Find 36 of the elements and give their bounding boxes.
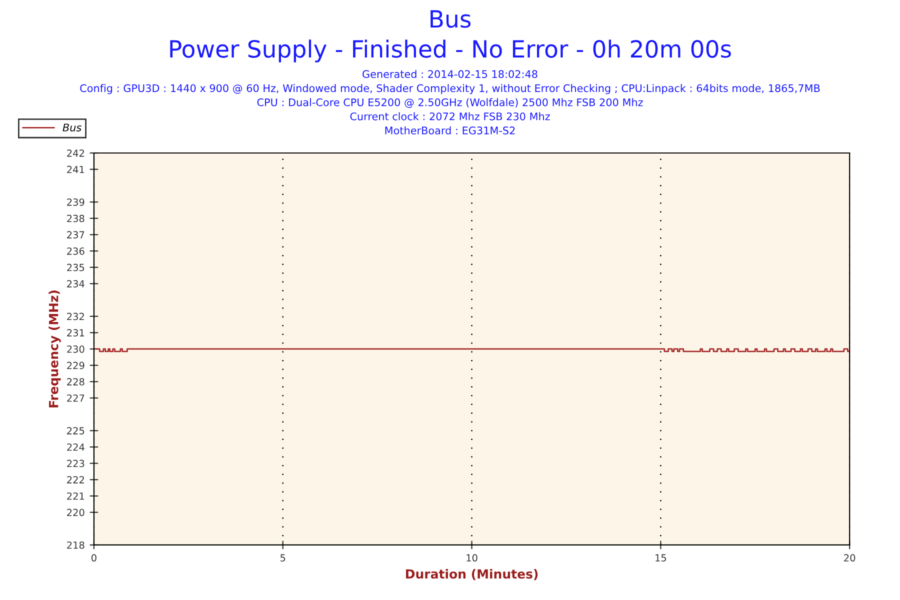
y-axis-title: Frequency (MHz) (48, 290, 61, 408)
text: CPU : Dual-Core CPU E5200 @ 2.50GHz (Wolfdale) 2500 Mhz FSB 200 Mhz (257, 98, 643, 108)
legend-label: Bus (62, 124, 82, 132)
x-tick-label: 15 (656, 554, 666, 562)
y-tick-label: 225 (67, 427, 84, 434)
chart-subtitle: Power Supply - Finished - No Error - 0h 20m 00s (170, 40, 731, 62)
y-tick-label: 220 (67, 508, 84, 516)
y-tick-label: 229 (67, 362, 84, 370)
y-tick-label: 231 (67, 329, 84, 336)
y-tick-label: 227 (67, 394, 84, 402)
chart-title: Bus (430, 10, 471, 28)
y-tick-label: 234 (67, 280, 84, 288)
y-tick-label: 241 (67, 166, 84, 174)
y-tick-label: 232 (67, 312, 84, 320)
x-axis-title: Duration (Minutes) (406, 568, 538, 580)
y-tick-label: 222 (67, 476, 84, 484)
y-tick-label: 228 (67, 378, 84, 386)
text: Current clock : 2072 Mhz FSB 230 Mhz (350, 112, 550, 120)
text: Config : GPU3D : 1440 x 900 @ 60 Hz, Windowed mode, Shader Complexity 1, without Error Checking ; CPU:Linpack : 64bits mode, 1865,7MB (80, 84, 820, 94)
x-tick-label: 20 (844, 554, 856, 562)
y-tick-label: 223 (67, 460, 84, 468)
x-tick-label: 5 (280, 554, 286, 562)
text: Generated : 2014-02-15 18:02:48 (362, 70, 538, 78)
text: MotherBoard : EG31M-S2 (385, 126, 515, 134)
y-tick-label: 221 (67, 492, 84, 500)
y-tick-label: 230 (67, 345, 84, 353)
y-tick-label: 238 (67, 214, 84, 222)
x-tick-label: 0 (92, 554, 96, 562)
y-tick-label: 236 (67, 247, 84, 255)
y-tick-label: 224 (67, 443, 84, 451)
y-tick-label: 239 (67, 198, 84, 206)
y-tick-label: 235 (67, 264, 84, 272)
x-tick-label: 10 (466, 554, 478, 562)
y-tick-label: 218 (67, 541, 84, 549)
y-tick-label: 237 (67, 231, 84, 238)
y-tick-label: 242 (67, 149, 84, 157)
